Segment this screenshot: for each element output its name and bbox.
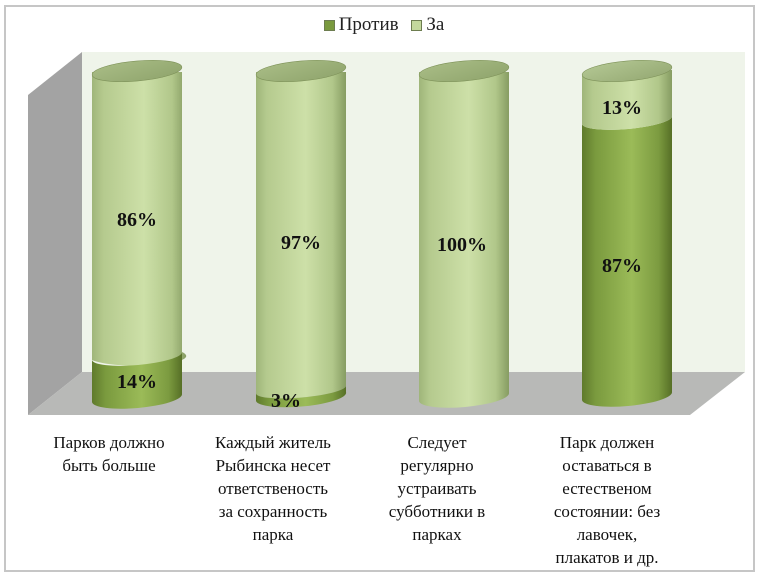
category-4-line-6: плакатов и др. [555,548,659,567]
floor [28,372,745,415]
category-2-line-5: парка [252,525,294,544]
bar-2: 97% 3% [255,59,347,412]
category-label-3: Следует регулярно устраивать субботники … [362,431,512,546]
bar-4-against-value: 87% [602,255,642,277]
bar-1-for-value: 86% [117,209,157,231]
bar-3: 100% [418,59,510,408]
side-wall [28,52,82,415]
category-label-4: Парк должен оставаться в естественом сос… [532,431,682,569]
legend-item-against: Против [323,14,399,36]
bar-4-against-segment [582,116,673,407]
bar-2-for-value: 97% [281,232,321,254]
bar-1-against-value: 14% [117,371,157,393]
bar-4-for-value: 13% [602,97,642,119]
bar-3-for-value: 100% [437,234,487,256]
legend-item-for: За [411,14,444,36]
category-label-1: Парков должно быть больше [34,431,184,477]
category-2-line-2: Рыбинска несет [215,456,331,475]
category-1-line-1: Парков должно [53,433,165,452]
bar-2-top [255,59,347,83]
back-wall [82,52,745,372]
category-label-2: Каждый житель Рыбинска несет ответствено… [198,431,348,546]
bar-3-for-segment [419,72,510,408]
legend-label-for: За [426,14,445,35]
category-2-line-4: за сохранность [218,502,328,521]
bar-4-top [581,59,673,83]
category-4-line-4: состоянии: без [553,502,661,521]
category-axis-labels: Парков должно быть больше Каждый житель … [0,428,768,568]
category-3-line-4: субботники в [388,502,486,521]
bar-2-for-segment [255,72,346,399]
chart-legend: Против За [0,14,768,37]
legend-swatch-against [323,19,335,31]
bar-1: 86% 14% [91,59,187,409]
bar-1-for-segment [92,72,187,366]
category-4-line-5: лавочек, [576,525,638,544]
category-1-line-2: быть больше [62,456,156,475]
category-3-line-2: регулярно [400,456,474,475]
bar-3-top [418,59,510,83]
category-3-line-3: устраивать [397,479,477,498]
bar-1-against-segment [92,352,183,409]
category-4-line-1: Парк должен [559,433,655,452]
bar-2-against-value: 3% [271,390,301,412]
bar-2-against-segment [255,386,347,408]
bar-4: 13% 87% [581,59,673,407]
category-3-line-1: Следует [407,433,467,452]
bar-1-top [91,59,183,83]
legend-swatch-for [411,19,423,31]
legend-label-against: Против [338,14,399,35]
bar-4-for-segment [582,70,673,130]
category-4-line-2: оставаться в [562,456,652,475]
category-3-line-5: парках [412,525,462,544]
category-4-line-3: естественом [562,479,652,498]
category-2-line-1: Каждый житель [215,433,331,452]
category-2-line-3: ответственость [217,479,328,498]
